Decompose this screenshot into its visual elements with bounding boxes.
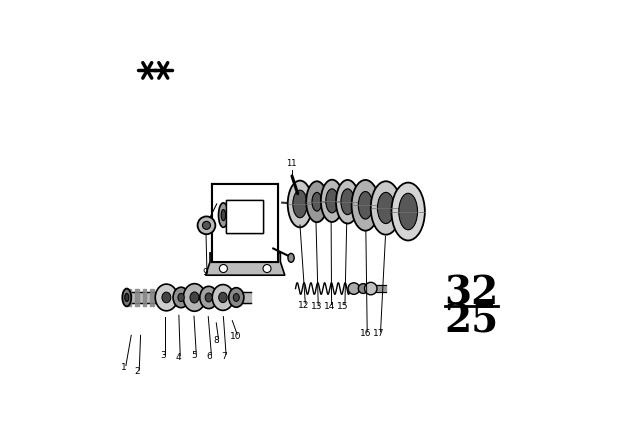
Ellipse shape <box>178 293 184 302</box>
Ellipse shape <box>173 287 189 308</box>
Ellipse shape <box>221 210 226 221</box>
Text: 14: 14 <box>324 302 335 311</box>
Circle shape <box>365 282 377 295</box>
Ellipse shape <box>205 293 212 302</box>
Text: 17: 17 <box>373 329 385 338</box>
Ellipse shape <box>306 181 328 222</box>
Ellipse shape <box>326 189 339 213</box>
Text: 13: 13 <box>310 302 322 311</box>
Circle shape <box>202 221 211 229</box>
Ellipse shape <box>212 284 234 310</box>
Ellipse shape <box>351 180 380 231</box>
Ellipse shape <box>288 181 312 227</box>
Ellipse shape <box>162 292 171 303</box>
Text: 25: 25 <box>444 303 499 341</box>
Circle shape <box>348 283 360 294</box>
Text: 8: 8 <box>214 336 220 345</box>
Ellipse shape <box>156 284 177 311</box>
Ellipse shape <box>125 293 129 302</box>
Circle shape <box>198 216 216 234</box>
Text: 9: 9 <box>202 267 208 276</box>
Ellipse shape <box>293 190 307 218</box>
Ellipse shape <box>233 293 239 302</box>
Ellipse shape <box>218 203 228 227</box>
Ellipse shape <box>392 183 425 241</box>
Bar <box>212 184 278 262</box>
Ellipse shape <box>312 192 322 211</box>
Ellipse shape <box>336 180 359 224</box>
Ellipse shape <box>219 292 227 303</box>
Text: 11: 11 <box>286 159 296 168</box>
Text: 6: 6 <box>207 352 212 361</box>
Ellipse shape <box>122 289 131 306</box>
Text: 4: 4 <box>175 353 181 362</box>
Ellipse shape <box>371 181 401 235</box>
Ellipse shape <box>200 286 218 309</box>
Circle shape <box>358 284 368 293</box>
Text: 7: 7 <box>221 352 227 361</box>
Text: 5: 5 <box>191 351 197 360</box>
Text: 16: 16 <box>360 329 371 338</box>
Polygon shape <box>205 253 285 275</box>
Ellipse shape <box>228 288 244 307</box>
Ellipse shape <box>378 192 394 224</box>
Ellipse shape <box>341 189 355 215</box>
Ellipse shape <box>399 193 417 230</box>
Ellipse shape <box>321 180 343 222</box>
Circle shape <box>220 264 227 272</box>
Bar <box>226 199 264 233</box>
Circle shape <box>263 264 271 272</box>
Text: 2: 2 <box>134 367 140 376</box>
Text: 10: 10 <box>230 332 241 340</box>
Ellipse shape <box>288 254 294 262</box>
Ellipse shape <box>190 292 199 303</box>
Text: 1: 1 <box>121 363 127 372</box>
Text: 32: 32 <box>444 274 499 312</box>
Ellipse shape <box>358 191 372 219</box>
Bar <box>226 199 264 233</box>
Text: 3: 3 <box>161 351 166 360</box>
Ellipse shape <box>183 284 205 311</box>
Text: 15: 15 <box>337 302 349 311</box>
Bar <box>212 184 278 262</box>
Text: 12: 12 <box>298 301 309 310</box>
